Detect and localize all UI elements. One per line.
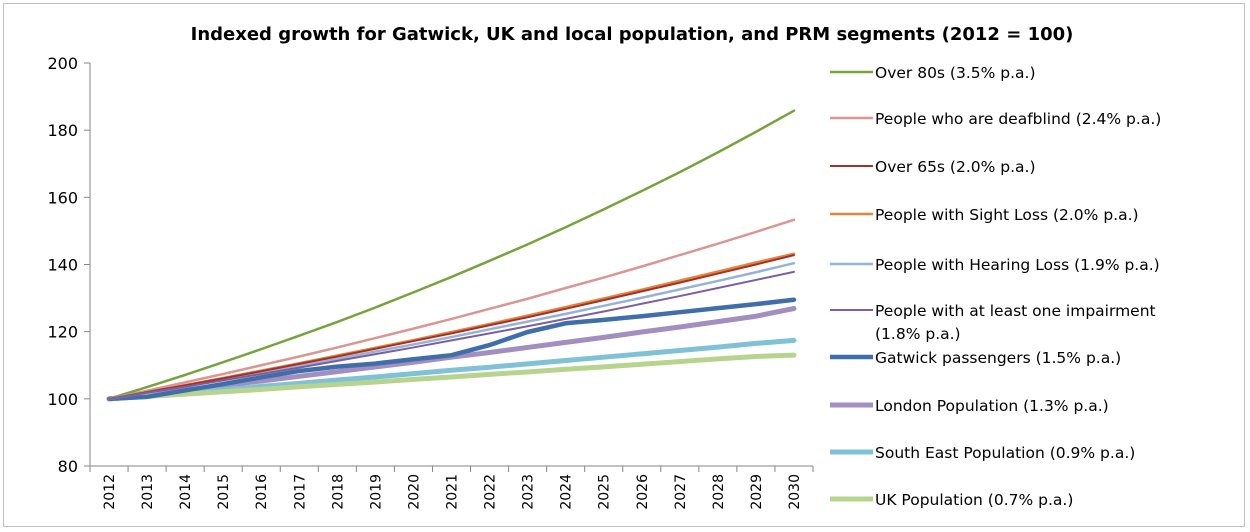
legend-label: People with at least one impairment — [875, 302, 1156, 320]
x-tick-label: 2016 — [254, 474, 270, 510]
x-tick-label: 2027 — [673, 474, 689, 510]
legend-label: People with Hearing Loss (1.9% p.a.) — [875, 256, 1160, 274]
x-tick-label: 2017 — [292, 474, 308, 510]
y-tick-label: 200 — [47, 54, 78, 73]
y-tick-label: 80 — [58, 457, 78, 476]
legend-label: Gatwick passengers (1.5% p.a.) — [875, 349, 1121, 367]
x-tick-label: 2026 — [635, 474, 651, 510]
x-tick-label: 2020 — [406, 474, 422, 510]
y-tick-label: 100 — [47, 390, 78, 409]
axes: 80 100 120 140 160 180 200 2012 2013 2014 2015 2016… — [47, 54, 814, 510]
x-tick-label: 2025 — [597, 474, 613, 510]
x-tick-label: 2021 — [445, 474, 461, 510]
legend-label: London Population (1.3% p.a.) — [875, 397, 1109, 415]
legend-label: (1.8% p.a.) — [875, 325, 961, 343]
x-tick-label: 2022 — [483, 474, 499, 510]
x-tick-label: 2029 — [749, 474, 765, 510]
legend-label: People who are deafblind (2.4% p.a.) — [875, 110, 1161, 128]
x-tick-label: 2024 — [559, 474, 575, 510]
y-tick-label: 140 — [47, 256, 78, 275]
legend-label: Over 65s (2.0% p.a.) — [875, 158, 1036, 176]
x-tick-label: 2018 — [330, 474, 346, 510]
series-line-2 — [107, 218, 796, 401]
series-line-3 — [108, 254, 795, 400]
legend-label: UK Population (0.7% p.a.) — [875, 491, 1073, 509]
x-tick-label: 2023 — [521, 474, 537, 510]
y-tick-label: 160 — [47, 188, 78, 207]
chart-frame — [3, 3, 1245, 527]
x-tick-label: 2030 — [787, 474, 803, 510]
legend-label: South East Population (0.9% p.a.) — [875, 444, 1135, 462]
series-layer — [106, 109, 797, 402]
y-tick-label: 180 — [47, 121, 78, 140]
series-line-1 — [107, 109, 796, 401]
chart-title: Indexed growth for Gatwick, UK and local… — [191, 24, 1074, 45]
legend-label: People with Sight Loss (2.0% p.a.) — [875, 206, 1139, 224]
series-line-10 — [106, 352, 797, 402]
x-tick-label: 2013 — [140, 474, 156, 510]
legend: Over 80s (3.5% p.a.) People who are deafb… — [830, 64, 1161, 509]
series-line-7 — [106, 297, 797, 402]
x-tick-label: 2015 — [216, 474, 232, 510]
legend-label: Over 80s (3.5% p.a.) — [875, 64, 1036, 82]
x-tick-label: 2012 — [102, 474, 118, 510]
x-tick-label: 2014 — [178, 474, 194, 510]
x-tick-label: 2028 — [711, 474, 727, 510]
x-tick-label: 2019 — [368, 474, 384, 510]
y-tick-label: 120 — [47, 323, 78, 342]
series-line-6 — [108, 270, 795, 400]
